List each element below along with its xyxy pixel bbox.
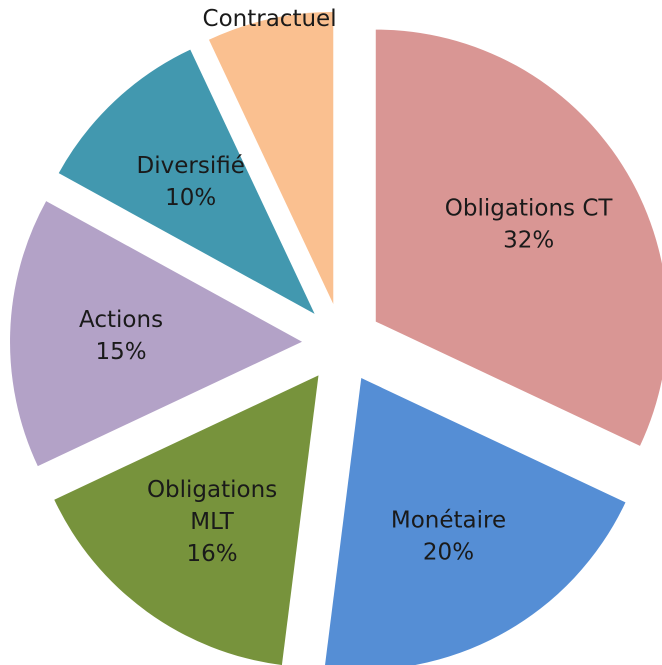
pie-slice [58, 49, 315, 314]
slice-label: Contractuel [203, 5, 337, 31]
pie-slice [325, 378, 626, 665]
value-label: 16% [187, 540, 238, 566]
pie-slice [208, 11, 334, 304]
value-label: 10% [165, 184, 216, 210]
slice-label: Obligations CT 32% [445, 195, 614, 253]
slice-label: Monétaire 20% [391, 507, 506, 565]
value-label: 15% [96, 339, 147, 365]
category-label: Monétaire [391, 507, 506, 533]
category-label: Contractuel [203, 5, 337, 31]
value-label: 20% [423, 539, 474, 565]
slice-label: Diversifié 10% [137, 152, 245, 210]
category-label: Obligations CT [445, 195, 614, 221]
value-label: 32% [503, 227, 554, 253]
category-label: MLT [190, 508, 234, 534]
slice-label: Actions 15% [79, 307, 163, 365]
pie-slice [10, 201, 303, 467]
category-label: Diversifié [137, 152, 245, 178]
pie-slice [54, 375, 319, 665]
category-label: Actions [79, 307, 163, 333]
pie-slice [375, 29, 662, 446]
